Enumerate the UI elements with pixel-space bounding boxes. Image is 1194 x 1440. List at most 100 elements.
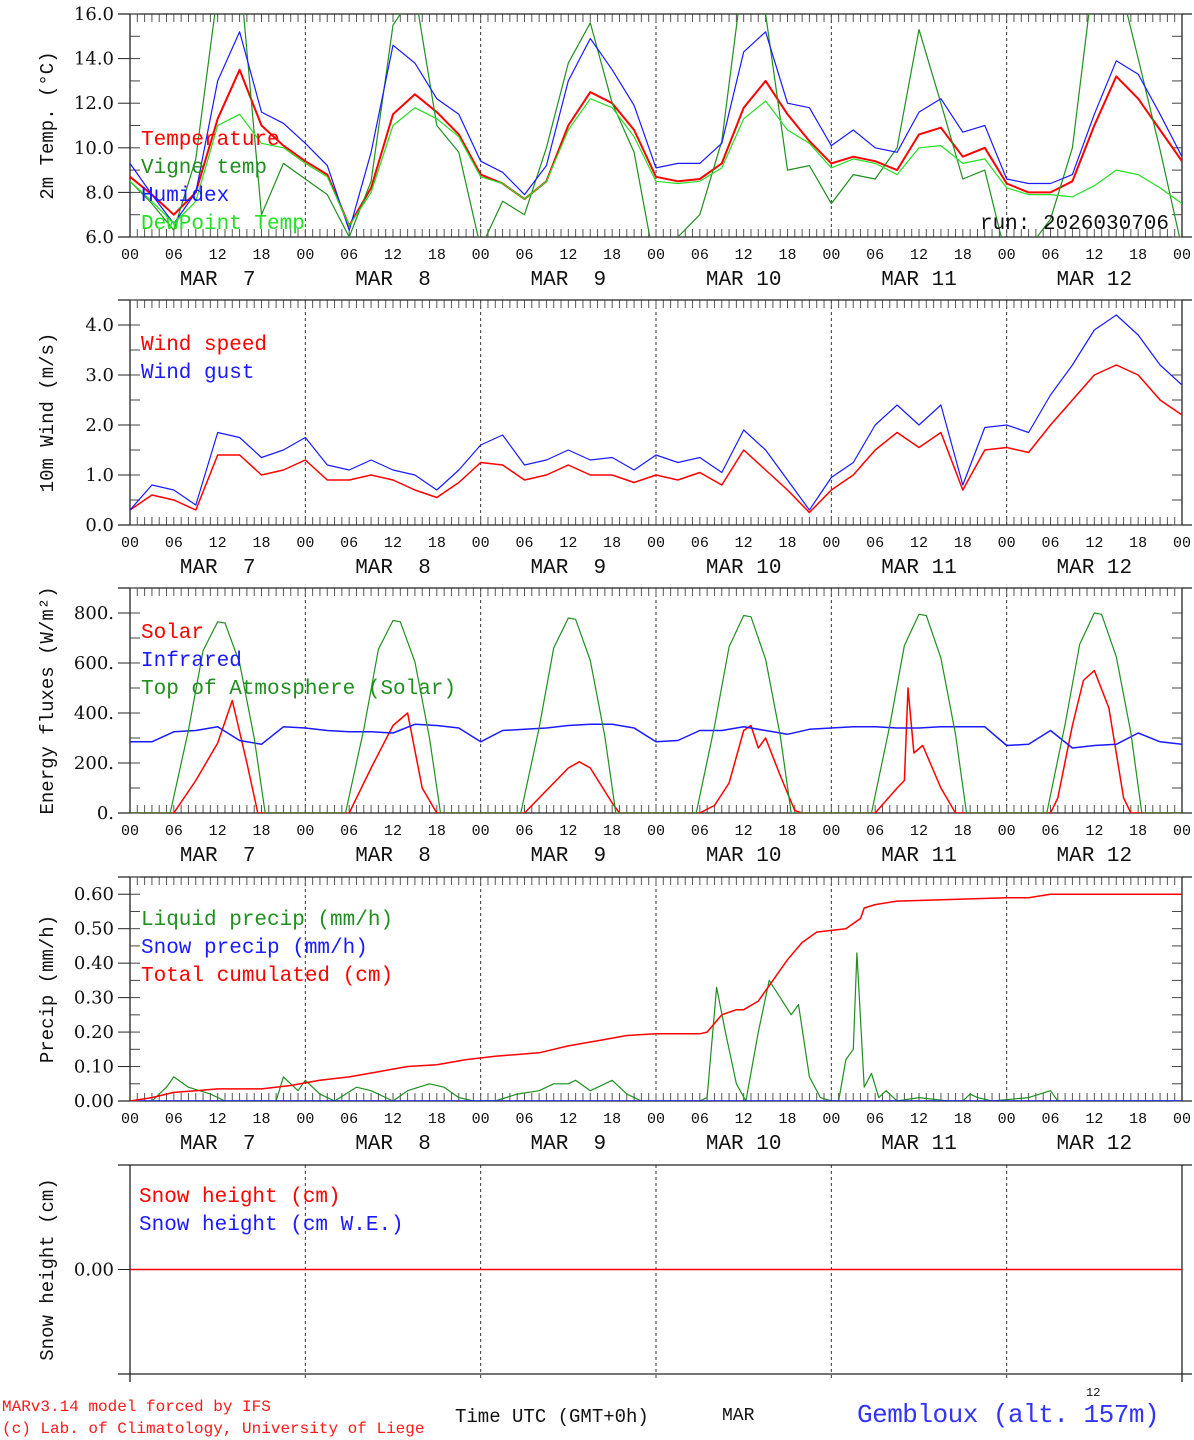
panel-3: 0. 200. 400. 600. 800. Energy fluxes (W/m²) 00… xyxy=(37,586,1192,868)
y-axis-title: 10m Wind (m/s) xyxy=(37,333,59,493)
legend-entry: Wind gust xyxy=(141,362,254,385)
y-tick-label: 10.0 xyxy=(74,138,114,159)
x-tick-label: 12 xyxy=(910,535,928,552)
x-tick-label: 18 xyxy=(428,1111,446,1128)
series-line-dewpoint-temp xyxy=(130,98,1182,227)
x-tick-label: 00 xyxy=(472,247,490,264)
series-line-infrared xyxy=(130,723,1182,749)
run-label: run: 2026030706 xyxy=(980,213,1169,236)
x-tick-label: 12 xyxy=(384,535,402,552)
x-tick-label: 18 xyxy=(954,247,972,264)
x-tick-label: 12 xyxy=(209,823,227,840)
day-label: MAR 9 xyxy=(531,557,607,580)
x-tick-label: 06 xyxy=(1041,535,1059,552)
panel-1: 6.0 8.0 10.0 12.0 14.0 16.0 2m Temp. (°C) 00 06 1… xyxy=(37,4,1192,292)
y-tick-label: 14.0 xyxy=(74,49,114,70)
x-tick-label: 06 xyxy=(340,823,358,840)
day-label: MAR 11 xyxy=(881,269,957,292)
x-tick-label: 12 xyxy=(384,1111,402,1128)
x-tick-label: 06 xyxy=(340,247,358,264)
x-tick-label: 18 xyxy=(603,823,621,840)
x-tick-label: 18 xyxy=(778,247,796,264)
x-tick-label: 06 xyxy=(691,535,709,552)
legend-entry: DewPoint Temp xyxy=(141,213,305,236)
day-label: MAR 10 xyxy=(706,269,782,292)
day-label: MAR 7 xyxy=(180,1133,256,1156)
y-axis-title: Precip (mm/h) xyxy=(37,915,59,1063)
x-tick-label: 00 xyxy=(822,247,840,264)
x-tick-label: 06 xyxy=(1041,823,1059,840)
y-tick-label: 400. xyxy=(74,703,114,724)
y-axis-title: Snow height (cm) xyxy=(37,1178,59,1360)
day-label: MAR 9 xyxy=(531,269,607,292)
x-tick-label: 12 xyxy=(209,535,227,552)
legend-entry: Snow height (cm W.E.) xyxy=(139,1214,404,1237)
y-tick-label: 0.00 xyxy=(74,1091,114,1112)
x-tick-label: 00 xyxy=(121,535,139,552)
x-tick-label: 06 xyxy=(165,247,183,264)
legend-entry: Liquid precip (mm/h) xyxy=(141,909,393,932)
x-tick-label: 12 xyxy=(1085,1111,1103,1128)
day-label: MAR 12 xyxy=(1057,1133,1133,1156)
x-tick-label: 18 xyxy=(428,823,446,840)
x-tick-label: 12 xyxy=(209,247,227,264)
x-tick-label: 12 xyxy=(559,823,577,840)
day-label: MAR 11 xyxy=(881,845,957,868)
x-tick-label: 06 xyxy=(515,535,533,552)
x-tick-label: 18 xyxy=(603,1111,621,1128)
day-label: MAR 7 xyxy=(180,557,256,580)
series-line-humidex xyxy=(130,31,1182,231)
x-tick-label: 18 xyxy=(778,535,796,552)
y-tick-label: 0.10 xyxy=(74,1057,114,1078)
y-tick-label: 2.0 xyxy=(85,415,114,436)
y-tick-label: 0.40 xyxy=(74,953,114,974)
x-tick-label: 18 xyxy=(603,535,621,552)
day-label: MAR 9 xyxy=(531,1133,607,1156)
y-tick-label: 0.60 xyxy=(74,884,114,905)
panel-2: 0.0 1.0 2.0 3.0 4.0 10m Wind (m/s) 00 06 12 18 MAR… xyxy=(37,299,1192,580)
x-tick-label: 06 xyxy=(691,823,709,840)
day-label: MAR 11 xyxy=(881,1133,957,1156)
x-tick-label: 18 xyxy=(252,535,270,552)
x-tick-label: 06 xyxy=(340,1111,358,1128)
x-tick-label: 12 xyxy=(735,535,753,552)
series-group xyxy=(130,612,1182,813)
x-tick-label: 06 xyxy=(165,535,183,552)
legend-entry: Snow height (cm) xyxy=(139,1186,341,1209)
x-tick-label: 00 xyxy=(472,823,490,840)
day-label: MAR 12 xyxy=(1057,557,1133,580)
x-tick-label: 12 xyxy=(910,823,928,840)
x-tick-label: 12 xyxy=(559,1111,577,1128)
day-label: MAR 8 xyxy=(355,557,431,580)
x-tick-label: 06 xyxy=(866,247,884,264)
x-tick-label: 00 xyxy=(121,247,139,264)
x-tick-label: 06 xyxy=(340,535,358,552)
y-tick-label: 8.0 xyxy=(85,182,114,203)
y-tick-label: 600. xyxy=(74,653,114,674)
x-tick-label: 06 xyxy=(515,1111,533,1128)
legend-entry: Infrared xyxy=(141,650,242,673)
x-tick-label: 00 xyxy=(822,823,840,840)
day-label: MAR 10 xyxy=(706,1133,782,1156)
x-tick-label: 00 xyxy=(472,535,490,552)
series-line-total-cumulated-cm- xyxy=(130,893,1182,1101)
series-line-temperature xyxy=(130,68,1182,227)
series-line-wind-speed xyxy=(130,364,1182,514)
x-tick-label: 00 xyxy=(998,247,1016,264)
y-tick-label: 0.50 xyxy=(74,919,114,940)
series-group xyxy=(130,314,1182,514)
x-tick-label: 00 xyxy=(822,535,840,552)
x-tick-label: 18 xyxy=(778,1111,796,1128)
series-group xyxy=(130,893,1182,1101)
x-tick-label: 18 xyxy=(1129,247,1147,264)
x-tick-label: 18 xyxy=(428,535,446,552)
x-tick-label: 12 xyxy=(384,823,402,840)
x-tick-label: 12 xyxy=(384,247,402,264)
legend-entry: Snow precip (mm/h) xyxy=(141,937,368,960)
y-tick-label: 4.0 xyxy=(85,315,114,336)
x-tick-label: 00 xyxy=(296,247,314,264)
y-axis-title: Energy fluxes (W/m²) xyxy=(37,586,59,814)
x-tick-label: 12 xyxy=(1085,535,1103,552)
x-tick-label: 18 xyxy=(1129,1111,1147,1128)
